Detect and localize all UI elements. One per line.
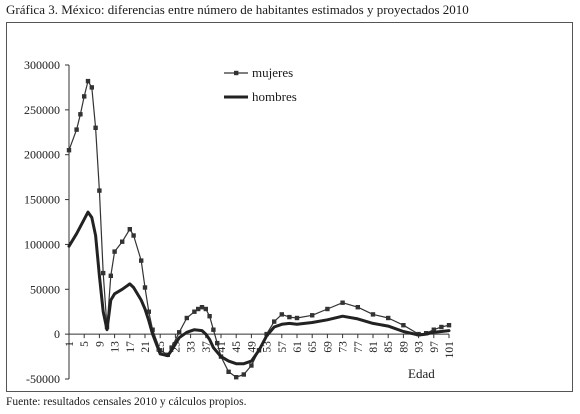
x-tick-label: 81 bbox=[368, 341, 380, 353]
data-point-mujeres bbox=[108, 273, 113, 278]
data-point-mujeres bbox=[310, 313, 315, 318]
data-point-mujeres bbox=[127, 227, 132, 232]
x-tick-label: 33 bbox=[186, 341, 198, 353]
data-point-mujeres bbox=[215, 340, 220, 346]
data-point-mujeres bbox=[85, 78, 91, 84]
data-point-mujeres bbox=[66, 148, 72, 153]
data-point-mujeres bbox=[370, 312, 376, 317]
data-point-mujeres bbox=[120, 239, 125, 244]
data-point-mujeres bbox=[192, 309, 197, 314]
data-point-mujeres bbox=[287, 314, 292, 320]
x-tick-label: 25 bbox=[155, 341, 167, 353]
x-tick-label: 45 bbox=[231, 341, 243, 353]
data-point-mujeres bbox=[203, 306, 208, 312]
y-tick-label: 150000 bbox=[24, 193, 60, 207]
data-point-mujeres bbox=[89, 85, 94, 90]
data-point-mujeres bbox=[199, 305, 205, 310]
x-tick-label: 49 bbox=[246, 341, 258, 353]
x-tick-label: 29 bbox=[170, 341, 182, 353]
y-tick-label: 200000 bbox=[24, 148, 60, 162]
x-tick-label: 57 bbox=[277, 341, 289, 353]
data-point-mujeres bbox=[439, 324, 444, 330]
x-tick-label: 37 bbox=[201, 341, 213, 353]
data-point-mujeres bbox=[184, 315, 189, 321]
data-point-mujeres bbox=[226, 369, 231, 374]
y-tick-label: 300000 bbox=[24, 58, 60, 72]
x-tick-label: 5 bbox=[79, 341, 91, 347]
y-tick-label: 250000 bbox=[24, 103, 60, 117]
data-point-mujeres bbox=[207, 314, 212, 319]
x-tick-label: 101 bbox=[444, 341, 456, 359]
x-tick-label: 97 bbox=[429, 341, 441, 353]
legend-marker-mujeres bbox=[234, 70, 239, 76]
x-tick-label: 69 bbox=[322, 341, 334, 353]
data-point-mujeres bbox=[93, 125, 98, 130]
data-point-mujeres bbox=[211, 327, 216, 332]
x-tick-label: 93 bbox=[414, 341, 426, 353]
data-point-mujeres bbox=[355, 305, 360, 310]
series-line-mujeres bbox=[68, 80, 450, 378]
data-point-mujeres bbox=[241, 372, 246, 377]
data-point-mujeres bbox=[142, 285, 148, 290]
data-point-mujeres bbox=[112, 249, 117, 254]
data-point-mujeres bbox=[272, 319, 277, 324]
x-tick-label: 61 bbox=[292, 341, 304, 353]
data-point-mujeres bbox=[386, 315, 391, 321]
figure-source: Fuente: resultados censales 2010 y cálcu… bbox=[6, 396, 247, 408]
data-point-mujeres bbox=[294, 315, 300, 321]
x-tick-label: 77 bbox=[353, 341, 365, 353]
legend-label-mujeres: mujeres bbox=[252, 65, 293, 80]
data-point-mujeres bbox=[401, 323, 406, 328]
legend-label-hombres: hombres bbox=[252, 89, 297, 104]
chart-legend: mujeres hombres bbox=[224, 65, 297, 104]
data-point-mujeres bbox=[340, 300, 345, 305]
y-tick-label: 100000 bbox=[24, 237, 60, 251]
data-point-mujeres bbox=[249, 363, 254, 368]
x-tick-label: 89 bbox=[398, 341, 410, 353]
x-tick-label: 65 bbox=[307, 341, 319, 353]
x-tick-label: 17 bbox=[125, 341, 137, 353]
y-tick-label: 0 bbox=[54, 327, 60, 341]
x-tick-label: 21 bbox=[140, 341, 152, 353]
x-tick-label: 13 bbox=[110, 341, 122, 353]
data-point-mujeres bbox=[325, 306, 330, 312]
y-tick-label: -50000 bbox=[26, 372, 60, 386]
chart-frame bbox=[6, 22, 573, 392]
chart-axes: 300000 250000 200000 150000 100000 50000 0 -500… bbox=[24, 58, 456, 386]
data-point-mujeres bbox=[279, 312, 284, 317]
data-point-mujeres bbox=[234, 375, 239, 380]
x-tick-label: 53 bbox=[262, 341, 274, 353]
data-point-mujeres bbox=[431, 327, 436, 332]
data-point-mujeres bbox=[97, 188, 102, 193]
x-axis-label: Edad bbox=[408, 366, 435, 381]
series-line-hombres bbox=[67, 210, 451, 366]
chart-series bbox=[66, 78, 452, 380]
x-tick-label: 9 bbox=[94, 341, 106, 347]
data-point-mujeres bbox=[446, 323, 452, 328]
x-tick-label: 1 bbox=[64, 341, 76, 347]
data-point-mujeres bbox=[131, 233, 136, 238]
data-point-mujeres bbox=[139, 258, 144, 263]
x-tick-label: 41 bbox=[216, 341, 228, 353]
y-tick-label: 50000 bbox=[30, 282, 60, 296]
data-point-mujeres bbox=[74, 127, 79, 132]
data-point-mujeres bbox=[177, 330, 182, 335]
data-point-mujeres bbox=[82, 94, 87, 99]
data-point-mujeres bbox=[101, 270, 106, 276]
x-tick-label: 73 bbox=[338, 341, 350, 353]
data-point-mujeres bbox=[146, 309, 151, 314]
figure-title: Gráfica 3. México: diferencias entre núm… bbox=[6, 2, 469, 17]
data-point-mujeres bbox=[78, 112, 83, 117]
data-point-mujeres bbox=[196, 306, 201, 312]
x-tick-label: 85 bbox=[383, 341, 395, 353]
